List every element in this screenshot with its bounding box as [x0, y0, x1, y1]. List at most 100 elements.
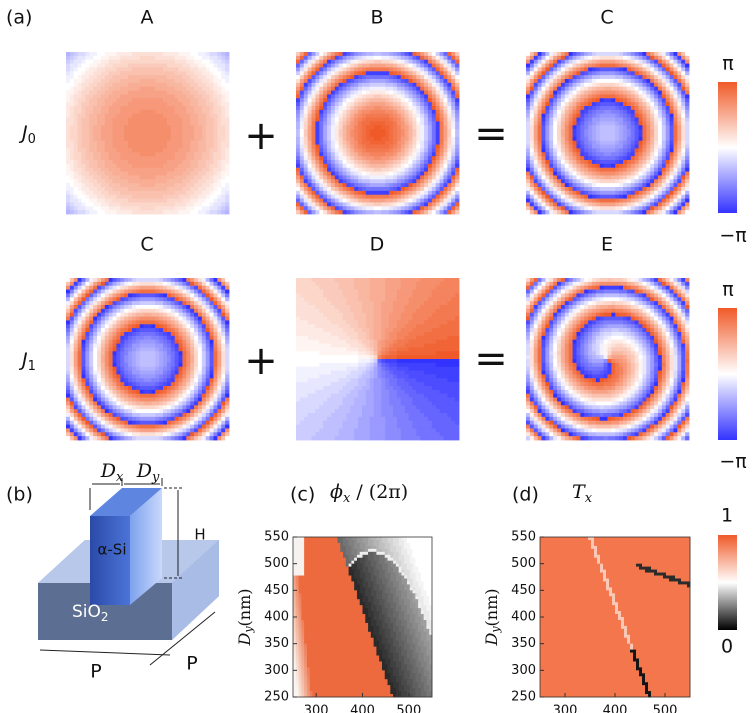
pixel	[619, 64, 623, 68]
pixel	[339, 206, 343, 210]
pixel	[666, 164, 670, 168]
pixel	[409, 175, 413, 179]
pixel	[202, 191, 210, 195]
pixel	[549, 102, 553, 106]
pixel	[650, 164, 654, 168]
pixel	[116, 114, 132, 118]
pixel	[576, 183, 580, 187]
pixel	[670, 94, 674, 98]
pixel	[553, 191, 557, 195]
pixel	[549, 87, 553, 91]
pixel	[335, 56, 339, 60]
pixel	[304, 152, 308, 156]
pixel	[416, 114, 420, 118]
pixel	[397, 175, 401, 179]
pixel	[74, 317, 78, 321]
pixel	[202, 297, 206, 301]
pixel	[213, 94, 221, 98]
pixel	[362, 56, 366, 60]
pixel	[97, 187, 105, 191]
pixel	[596, 129, 600, 133]
pixel	[623, 137, 627, 141]
pixel	[312, 110, 316, 114]
pixel	[677, 133, 681, 137]
pixel	[213, 374, 217, 378]
pixel	[93, 320, 97, 324]
pixel	[576, 110, 580, 114]
pixel	[182, 160, 190, 164]
pixel	[70, 191, 74, 195]
pixel	[600, 156, 616, 160]
pixel	[623, 183, 627, 187]
pixel	[409, 60, 413, 64]
pixel	[66, 121, 74, 125]
pixel	[304, 195, 308, 199]
pixel	[542, 210, 546, 214]
pixel	[677, 52, 681, 56]
pixel	[631, 199, 635, 203]
pixel	[393, 175, 397, 179]
pixel	[362, 156, 366, 160]
pixel	[580, 148, 584, 152]
pixel	[662, 175, 666, 179]
pixel	[97, 320, 101, 324]
pixel	[296, 191, 300, 195]
pixel	[105, 367, 109, 371]
pixel	[526, 199, 530, 203]
pixel	[225, 56, 229, 60]
pixel	[412, 106, 416, 110]
pixel	[70, 290, 74, 294]
pixel	[538, 118, 542, 122]
pixel	[534, 56, 538, 60]
pixel	[304, 191, 308, 195]
pixel	[163, 324, 167, 328]
pixel	[673, 110, 677, 114]
pixel	[312, 133, 316, 137]
pixel	[646, 121, 650, 125]
pixel	[225, 210, 229, 214]
pixel	[132, 344, 140, 348]
colorbar-max: π	[722, 53, 733, 75]
pixel	[409, 98, 413, 102]
pixel	[319, 145, 323, 149]
pixel	[565, 191, 569, 195]
pixel	[623, 64, 627, 68]
pixel	[210, 309, 214, 313]
pixel	[549, 56, 553, 60]
pixel	[101, 137, 113, 141]
pixel	[588, 195, 592, 199]
pixel	[573, 199, 577, 203]
pixel	[315, 94, 319, 98]
pixel	[530, 160, 534, 164]
pixel	[354, 137, 358, 141]
pixel	[677, 175, 681, 179]
pixel	[354, 202, 358, 206]
map-title: D	[370, 234, 385, 256]
pixel	[182, 129, 194, 133]
pixel	[631, 118, 635, 122]
pixel	[420, 118, 424, 122]
pixel	[455, 75, 459, 79]
pixel	[673, 179, 677, 183]
pixel	[85, 371, 89, 375]
pixel	[179, 286, 183, 290]
pixel	[639, 52, 643, 56]
pixel	[221, 156, 225, 160]
pixel	[120, 175, 140, 179]
pixel	[132, 340, 136, 344]
equals-sign: =	[474, 336, 508, 382]
pixel	[432, 187, 436, 191]
pixel	[416, 94, 420, 98]
pixel	[120, 355, 124, 359]
pixel	[140, 175, 156, 179]
pixel	[580, 172, 584, 176]
pixel	[109, 317, 113, 321]
pixel	[304, 187, 308, 191]
pixel	[526, 156, 530, 160]
pixel	[580, 125, 584, 129]
pixel	[654, 187, 658, 191]
pixel	[443, 75, 447, 79]
pixel	[573, 156, 577, 160]
pixel	[128, 282, 132, 286]
pixel	[97, 336, 101, 340]
